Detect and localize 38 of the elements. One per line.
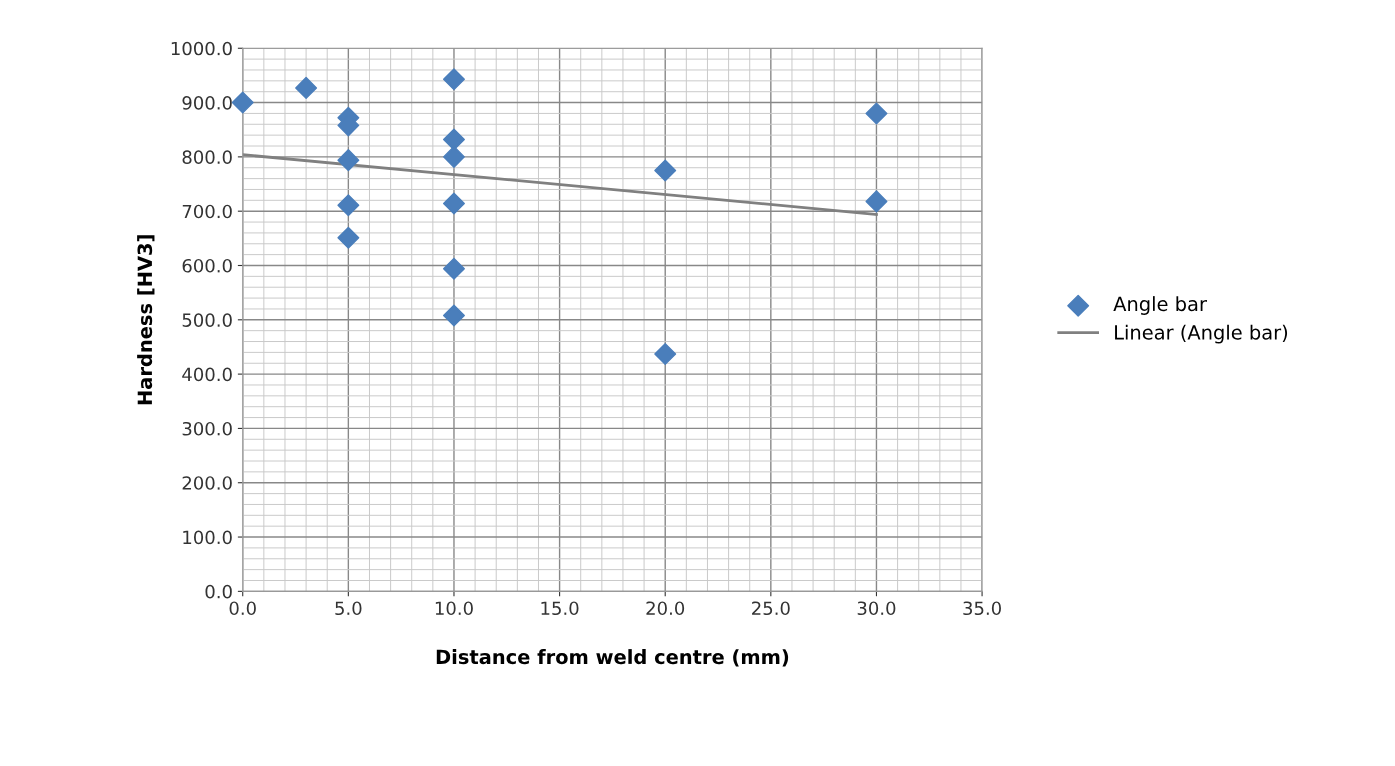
x-tick-label: 15.0 <box>541 601 579 616</box>
y-tick-label: 500.0 <box>182 313 232 327</box>
point <box>865 102 888 125</box>
x-axis-title: Distance from weld centre (mm) <box>436 649 789 667</box>
x-tick-label: 10.0 <box>435 601 473 616</box>
point <box>442 145 465 168</box>
point <box>295 76 318 99</box>
y-tick-label: 1000.0 <box>171 41 232 56</box>
point <box>442 304 465 327</box>
y-tick-label: 200.0 <box>182 476 232 490</box>
point <box>654 159 677 182</box>
point <box>442 192 465 215</box>
point <box>865 190 888 213</box>
point <box>337 194 360 217</box>
x-tick-label: 20.0 <box>646 601 685 616</box>
legend-label: Angle bar <box>1113 296 1207 315</box>
y-tick-label: 0.0 <box>205 584 232 599</box>
x-tick-label: 0.0 <box>229 601 256 616</box>
point <box>337 226 360 249</box>
legend-label: Linear (Angle bar) <box>1115 324 1288 344</box>
y-tick-label: 800.0 <box>182 150 232 164</box>
y-tick-label: 400.0 <box>182 367 232 382</box>
point <box>442 68 465 91</box>
y-tick-label: 900.0 <box>182 96 232 110</box>
point <box>337 149 360 172</box>
point <box>442 257 465 280</box>
y-tick-label: 600.0 <box>182 258 232 273</box>
x-tick-label: 35.0 <box>963 601 1001 616</box>
y-tick-label: 300.0 <box>182 421 232 436</box>
point <box>231 91 254 114</box>
point <box>442 128 465 151</box>
x-tick-label: 30.0 <box>857 601 896 616</box>
y-axis-title: Hardness [HV3] <box>137 235 155 405</box>
x-tick-label: 5.0 <box>335 601 362 616</box>
y-tick-label: 100.0 <box>183 530 232 545</box>
x-tick-label: 25.0 <box>752 601 790 616</box>
point <box>654 343 677 366</box>
y-tick-label: 700.0 <box>182 204 232 219</box>
